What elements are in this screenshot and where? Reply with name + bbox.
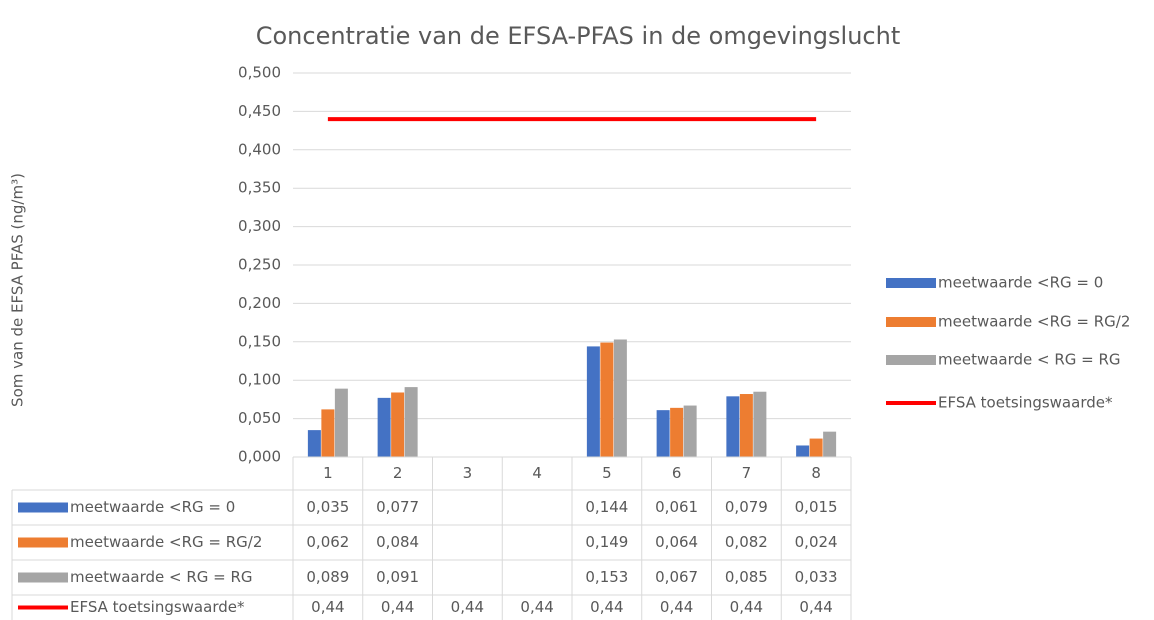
legend-key (886, 278, 936, 288)
table-series-name: meetwaarde <RG = 0 (70, 498, 235, 516)
table-value: 0,44 (799, 598, 832, 616)
table-value: 0,144 (585, 498, 628, 516)
bar (586, 346, 600, 457)
y-tick-label: 0,250 (238, 256, 281, 274)
y-tick-label: 0,400 (238, 140, 281, 158)
legend-label: EFSA toetsingswaarde* (938, 394, 1113, 412)
x-tick-label: 1 (323, 464, 333, 482)
bar (334, 388, 348, 457)
table-value: 0,067 (655, 568, 698, 586)
table-value: 0,44 (730, 598, 763, 616)
table-value: 0,061 (655, 498, 698, 516)
table-value: 0,077 (376, 498, 419, 516)
table-value: 0,062 (306, 533, 349, 551)
table-value: 0,064 (655, 533, 698, 551)
table-value: 0,44 (311, 598, 344, 616)
bar (753, 391, 767, 457)
table-value: 0,082 (725, 533, 768, 551)
bar (377, 397, 391, 457)
legend-key (886, 355, 936, 365)
table-value: 0,015 (795, 498, 838, 516)
x-tick-label: 5 (602, 464, 612, 482)
y-tick-label: 0,150 (238, 332, 281, 350)
bar (404, 387, 418, 457)
legend-key (886, 317, 936, 327)
y-tick-label: 0,200 (238, 294, 281, 312)
table-value: 0,035 (306, 498, 349, 516)
table-value: 0,44 (451, 598, 484, 616)
legend-label: meetwaarde < RG = RG (938, 351, 1121, 369)
bar (823, 431, 837, 457)
bar (321, 409, 335, 457)
x-tick-label: 7 (742, 464, 752, 482)
y-tick-label: 0,300 (238, 217, 281, 235)
table-value: 0,44 (590, 598, 623, 616)
legend-label: meetwaarde <RG = 0 (938, 274, 1103, 292)
table-value: 0,089 (306, 568, 349, 586)
table-value: 0,079 (725, 498, 768, 516)
table-value: 0,44 (381, 598, 414, 616)
y-axis-label: Som van de EFSA PFAS (ng/m³) (9, 173, 27, 407)
y-tick-label: 0,500 (238, 64, 281, 82)
bar (670, 407, 684, 457)
table-value: 0,44 (520, 598, 553, 616)
y-tick-label: 0,050 (238, 409, 281, 427)
x-tick-label: 2 (393, 464, 403, 482)
table-legend-key (18, 572, 68, 583)
table-series-name: EFSA toetsingswaarde* (70, 598, 245, 616)
chart-title: Concentratie van de EFSA-PFAS in de omge… (256, 22, 901, 50)
table-value: 0,033 (795, 568, 838, 586)
table-value: 0,44 (660, 598, 693, 616)
bar (796, 445, 810, 457)
y-tick-label: 0,450 (238, 102, 281, 120)
table-value: 0,153 (585, 568, 628, 586)
bar (809, 438, 823, 457)
bar (600, 342, 614, 457)
y-tick-label: 0,100 (238, 371, 281, 389)
table-legend-key (18, 537, 68, 548)
bar (683, 405, 697, 457)
x-tick-label: 8 (811, 464, 821, 482)
x-tick-label: 6 (672, 464, 682, 482)
x-tick-label: 3 (463, 464, 473, 482)
table-value: 0,091 (376, 568, 419, 586)
table-legend-key (18, 502, 68, 513)
table-series-name: meetwaarde < RG = RG (70, 568, 253, 586)
y-tick-label: 0,350 (238, 179, 281, 197)
table-value: 0,085 (725, 568, 768, 586)
table-value: 0,084 (376, 533, 419, 551)
x-tick-label: 4 (532, 464, 542, 482)
bar (656, 410, 670, 457)
bar (613, 339, 627, 457)
bar (739, 394, 753, 457)
table-series-name: meetwaarde <RG = RG/2 (70, 533, 262, 551)
table-value: 0,024 (795, 533, 838, 551)
bar (307, 430, 321, 457)
bar (726, 396, 740, 457)
y-tick-label: 0,000 (238, 448, 281, 466)
legend-label: meetwaarde <RG = RG/2 (938, 313, 1130, 331)
bar (391, 392, 405, 457)
table-value: 0,149 (585, 533, 628, 551)
